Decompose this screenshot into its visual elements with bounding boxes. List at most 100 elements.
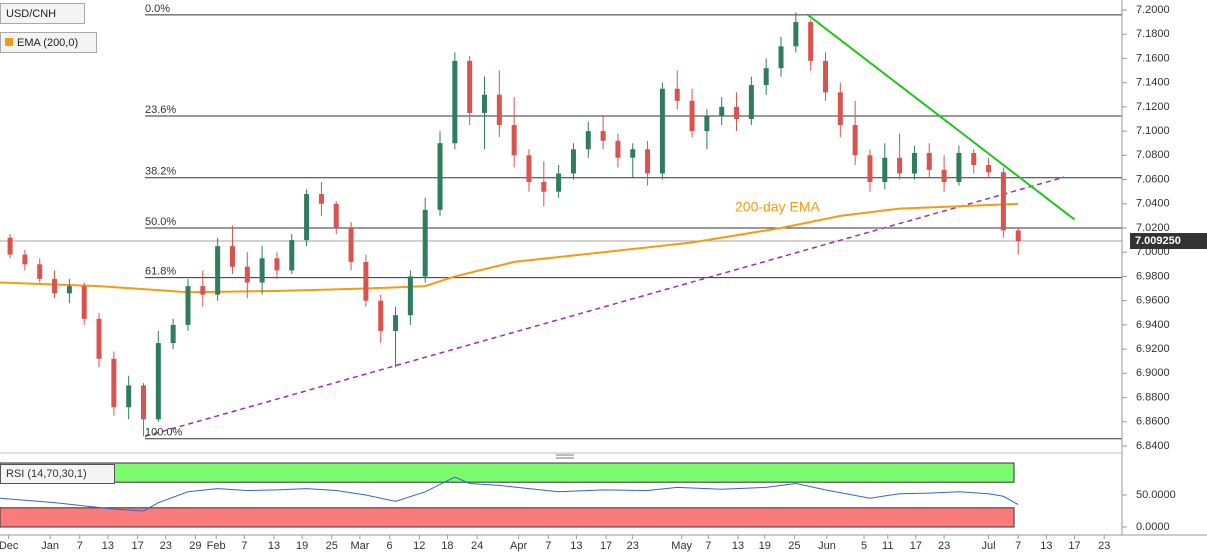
y-tick-label: 7.1600 — [1136, 52, 1170, 64]
x-tick-label: 7 — [77, 540, 83, 552]
candle-body — [570, 149, 576, 174]
candle-body — [229, 246, 235, 267]
y-tick-label: 7.1200 — [1136, 101, 1170, 113]
candle-body — [155, 343, 161, 420]
x-tick-label: Jun — [818, 540, 836, 552]
candle-body — [719, 106, 725, 117]
indicator-box[interactable]: EMA (200,0) — [0, 32, 97, 53]
candle-body — [600, 131, 606, 141]
oversold-band — [0, 507, 1015, 528]
y-tick-label: 6.8800 — [1136, 391, 1170, 403]
symbol-box[interactable]: USD/CNH — [0, 3, 85, 24]
x-tick-label: 23 — [627, 540, 639, 552]
fib-label: 38.2% — [145, 166, 176, 178]
x-tick-label: 13 — [732, 540, 744, 552]
y-tick-label: 7.0000 — [1136, 246, 1170, 258]
x-tick-label: Apr — [510, 540, 527, 552]
candle-body — [1000, 172, 1006, 231]
overbought-band — [0, 462, 1015, 483]
rsi-label-box — [0, 464, 115, 484]
candle-body — [496, 94, 502, 126]
candle-body — [748, 85, 754, 119]
candle-body — [304, 194, 310, 241]
indicator-box-bg[interactable] — [0, 32, 97, 53]
y-tick-label: 7.2000 — [1136, 4, 1170, 16]
fib-label: 100.0% — [145, 427, 183, 439]
candle-body — [378, 300, 384, 331]
x-tick-label: 13 — [102, 540, 114, 552]
x-tick-label: 19 — [759, 540, 771, 552]
candle-body — [215, 246, 221, 295]
candle-body — [615, 140, 621, 158]
divider-handle[interactable] — [556, 454, 574, 459]
rsi-line — [0, 476, 1019, 512]
x-tick-label: 17 — [910, 540, 922, 552]
x-tick-label: 25 — [326, 540, 338, 552]
x-tick-label: 7 — [545, 540, 551, 552]
rsi-y-tick-label: 0.0000 — [1136, 521, 1170, 533]
candle-body — [674, 88, 680, 101]
x-tick-label: 13 — [1040, 540, 1052, 552]
indicator-label[interactable]: EMA (200,0) — [17, 37, 78, 49]
candle-body — [511, 125, 517, 156]
x-tick-label: 5 — [861, 540, 867, 552]
candle-body — [407, 276, 413, 316]
rsi-bands — [0, 462, 1015, 528]
candle-body — [289, 240, 295, 271]
candle-body — [822, 60, 828, 93]
candle-body — [867, 155, 873, 182]
candle-body — [437, 143, 443, 210]
y-tick-label: 7.0400 — [1136, 198, 1170, 210]
x-tick-label: 17 — [600, 540, 612, 552]
candle-body — [7, 237, 13, 255]
candle-body — [971, 152, 977, 166]
last-price-label: 7.009250 — [1135, 235, 1181, 247]
candle-body — [37, 264, 43, 279]
x-tick-label: 23 — [1098, 540, 1110, 552]
candle-body — [585, 131, 591, 150]
price-pane — [0, 0, 1122, 452]
x-tick-label: 7 — [1015, 540, 1021, 552]
candle-body — [66, 286, 72, 294]
symbol[interactable]: USD/CNH — [6, 8, 56, 20]
candle-body — [763, 68, 769, 86]
y-tick-label: 7.0200 — [1136, 222, 1170, 234]
y-tick-label: 7.0800 — [1136, 149, 1170, 161]
last-price-tag — [1130, 233, 1207, 250]
candle-body — [956, 152, 962, 182]
x-tick-label: 24 — [471, 540, 483, 552]
candle-body — [778, 46, 784, 69]
candle-body — [482, 94, 487, 113]
x-tick-label: 6 — [387, 540, 393, 552]
candle-body — [941, 169, 947, 182]
y-tick-label: 6.9200 — [1136, 343, 1170, 355]
x-tick-label: 23 — [160, 540, 172, 552]
x-tick-label: Feb — [207, 540, 226, 552]
candle-body — [926, 152, 932, 170]
candle-body — [837, 92, 843, 126]
candle-body — [81, 286, 87, 319]
candle-body — [734, 106, 740, 119]
y-tick-label: 6.9400 — [1136, 319, 1170, 331]
x-tick-label: 19 — [296, 540, 308, 552]
resistance-line — [807, 14, 1076, 221]
candle-body — [333, 203, 339, 228]
candle-body — [259, 258, 265, 283]
candle-body — [200, 286, 206, 295]
symbol-box-bg[interactable] — [0, 3, 85, 24]
candle-body — [244, 266, 250, 283]
x-tick-label: 13 — [268, 540, 280, 552]
x-tick-label: Jan — [41, 540, 59, 552]
candle-body — [897, 157, 903, 174]
candle-body — [348, 228, 354, 262]
candle-body — [22, 254, 28, 265]
x-tick-label: 7 — [705, 540, 711, 552]
candle-body — [986, 165, 992, 173]
candle-body — [645, 149, 651, 174]
x-tick-label: Mar — [350, 540, 369, 552]
indicator-swatch — [5, 38, 13, 46]
candle-body — [630, 149, 636, 158]
x-tick-label: Jul — [982, 540, 996, 552]
ema-annotation: 200-day EMA — [735, 199, 820, 215]
